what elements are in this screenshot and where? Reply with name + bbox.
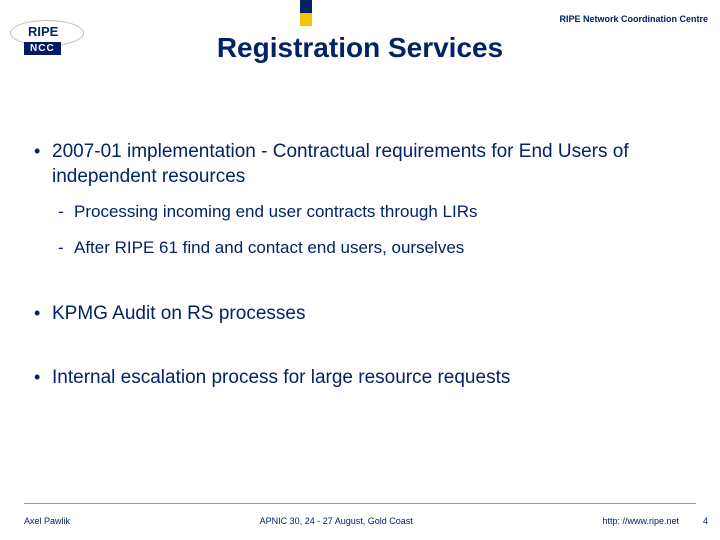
- footer-rule: [24, 503, 696, 504]
- bullet-level1: Internal escalation process for large re…: [30, 366, 690, 391]
- spacer: [30, 274, 690, 302]
- bullet-level1: KPMG Audit on RS processes: [30, 302, 690, 327]
- bullet-level2: Processing incoming end user contracts t…: [30, 201, 690, 223]
- header-color-bar: [300, 0, 312, 26]
- slide-title: Registration Services: [0, 32, 720, 64]
- slide-content: 2007-01 implementation - Contractual req…: [30, 140, 690, 403]
- footer-page-number: 4: [703, 516, 708, 526]
- spacer: [30, 338, 690, 366]
- footer-author: Axel Pawlik: [24, 516, 70, 526]
- footer-event: APNIC 30, 24 - 27 August, Gold Coast: [70, 516, 602, 526]
- color-bar-top: [300, 0, 312, 13]
- footer-url: http: //www.ripe.net: [602, 516, 679, 526]
- bullet-level1: 2007-01 implementation - Contractual req…: [30, 140, 690, 189]
- bullet-level2: After RIPE 61 find and contact end users…: [30, 237, 690, 259]
- footer: Axel Pawlik APNIC 30, 24 - 27 August, Go…: [24, 516, 708, 526]
- header-org-line: RIPE Network Coordination Centre: [559, 14, 708, 24]
- color-bar-bottom: [300, 13, 312, 26]
